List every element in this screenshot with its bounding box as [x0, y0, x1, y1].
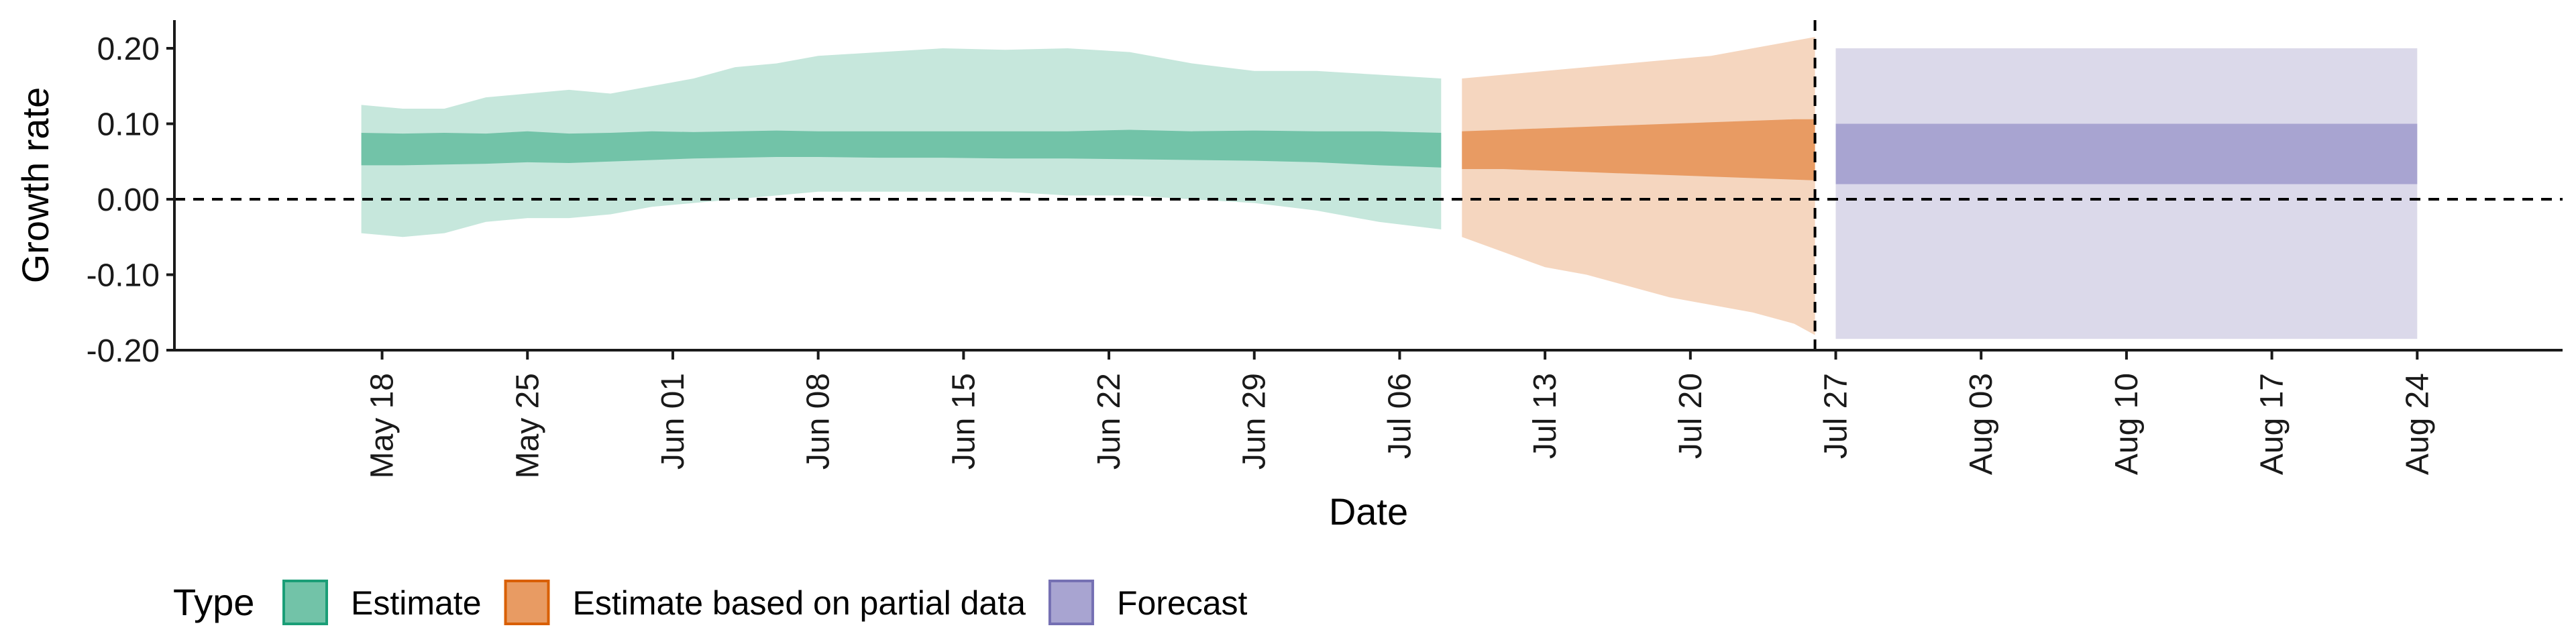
x-tick-label: Jun 15: [946, 373, 981, 470]
band-50-estimate-based-on-partial-data: [1462, 119, 1815, 180]
y-tick-label: 0.00: [97, 182, 160, 218]
x-tick-label: Jul 13: [1527, 373, 1563, 459]
y-tick-label: -0.20: [87, 333, 160, 369]
x-tick-label: Jun 08: [801, 373, 837, 470]
band-90-estimate-based-on-partial-data: [1462, 37, 1815, 335]
x-tick-label: Aug 10: [2109, 373, 2145, 475]
x-tick-label: Jul 06: [1382, 373, 1417, 459]
y-tick-label: 0.20: [97, 32, 160, 67]
x-tick-label: May 18: [365, 373, 400, 478]
legend-label-estimate: Estimate: [351, 584, 482, 622]
legend-swatch-forecast: [1048, 580, 1094, 625]
x-tick-label: Jul 27: [1819, 373, 1854, 459]
band-90-forecast: [1835, 48, 2418, 339]
legend-swatch-estimate-based-on-partial-data: [504, 580, 550, 625]
band-50-estimate: [361, 129, 1442, 168]
y-ticks: 0.20 0.10 0.00 -0.10 -0.20: [87, 32, 174, 369]
y-tick-label: -0.10: [87, 258, 160, 294]
y-tick-label: 0.10: [97, 107, 160, 143]
reference-lines: [174, 20, 2563, 350]
x-tick-label: Aug 03: [1964, 373, 1999, 475]
bands-layer: [361, 37, 2418, 339]
legend-label-forecast: Forecast: [1117, 584, 1248, 622]
y-axis-title: Growth rate: [14, 87, 56, 284]
x-ticks: May 18 May 25 Jun 01 Jun 08 Jun 15 Jun 22 Jun …: [365, 350, 2435, 478]
legend-label-estimate-based-on-partial-data: Estimate based on partial data: [573, 584, 1026, 622]
x-tick-label: Jun 29: [1237, 373, 1273, 470]
x-tick-label: Aug 17: [2255, 373, 2290, 475]
x-tick-label: Jul 20: [1673, 373, 1709, 459]
x-axis-title: Date: [1329, 490, 1408, 533]
x-tick-label: Aug 24: [2400, 373, 2435, 475]
x-tick-label: Jun 22: [1091, 373, 1127, 470]
legend-swatch-estimate: [282, 580, 328, 625]
x-tick-label: Jun 01: [655, 373, 691, 470]
band-50-forecast: [1835, 123, 2418, 184]
axes: [173, 20, 2563, 352]
legend: Type Estimate Estimate based on partial d…: [173, 580, 1248, 625]
x-tick-label: May 25: [510, 373, 545, 478]
legend-title: Type: [173, 581, 254, 623]
